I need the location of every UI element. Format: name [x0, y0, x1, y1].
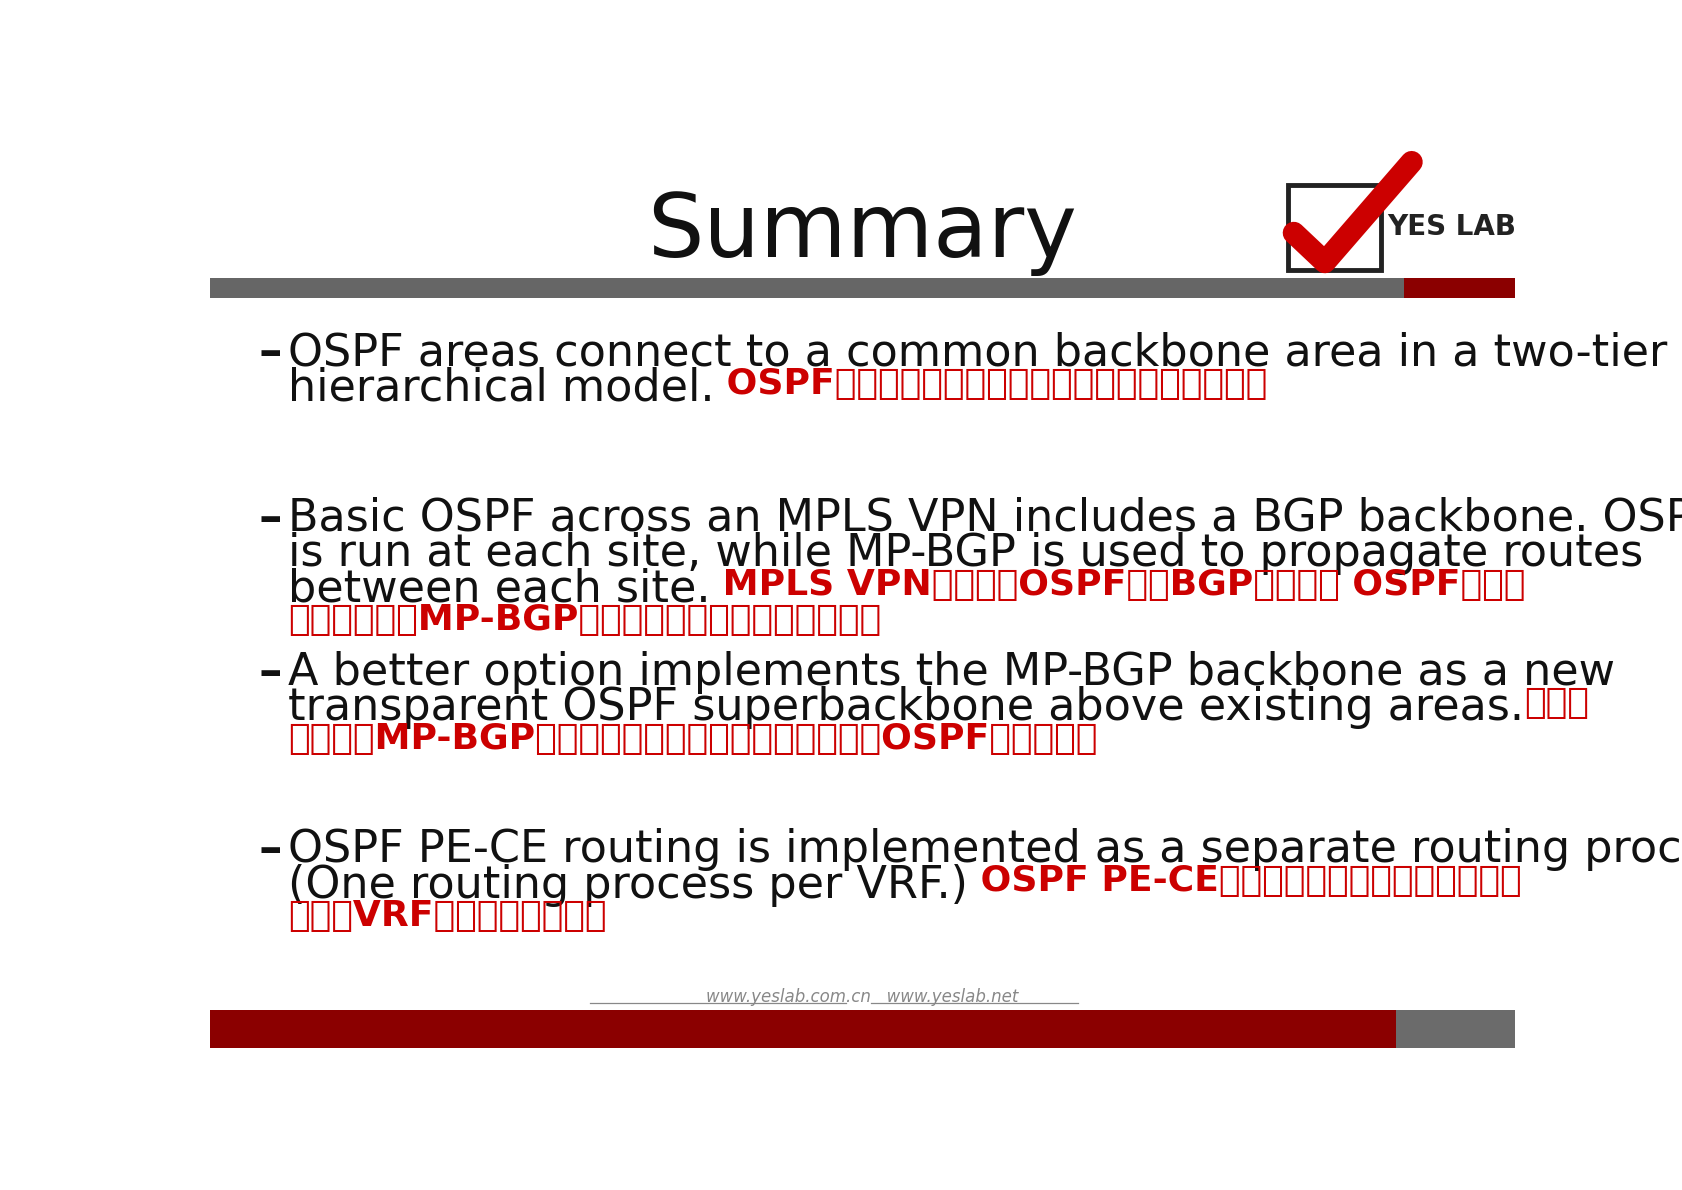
Text: OSPF区域连接到两层分层模型中的公共骨干区域。: OSPF区域连接到两层分层模型中的公共骨干区域。: [713, 367, 1267, 401]
Text: –: –: [259, 497, 283, 541]
Text: –: –: [259, 828, 283, 873]
Text: (One routing process per VRF.): (One routing process per VRF.): [288, 864, 967, 907]
Text: MPLS VPN中的基本OSPF包括BGP骨干网。 OSPF在每个: MPLS VPN中的基本OSPF包括BGP骨干网。 OSPF在每个: [710, 568, 1526, 602]
Text: OSPF PE-CE路由作为单独的路由进程实现。: OSPF PE-CE路由作为单独的路由进程实现。: [967, 864, 1521, 897]
Bar: [210, 1010, 1396, 1048]
Text: Basic OSPF across an MPLS VPN includes a BGP backbone. OSPF: Basic OSPF across an MPLS VPN includes a…: [288, 497, 1682, 540]
Bar: [1287, 186, 1379, 270]
Text: A better option implements the MP-BGP backbone as a new: A better option implements the MP-BGP ba…: [288, 651, 1615, 694]
Text: OSPF areas connect to a common backbone area in a two-tier: OSPF areas connect to a common backbone …: [288, 332, 1667, 375]
Text: OSPF PE-CE routing is implemented as a separate routing process.: OSPF PE-CE routing is implemented as a s…: [288, 828, 1682, 871]
Text: 更好的: 更好的: [1522, 687, 1588, 720]
Bar: [210, 278, 1403, 299]
Bar: [1396, 1010, 1514, 1048]
Text: –: –: [259, 332, 283, 376]
Bar: [1403, 278, 1514, 299]
Text: transparent OSPF superbackbone above existing areas.: transparent OSPF superbackbone above exi…: [288, 687, 1522, 729]
Text: 站点运行，而MP-BGP用于在每个站点之间传播路由。: 站点运行，而MP-BGP用于在每个站点之间传播路由。: [288, 603, 880, 638]
Text: –: –: [259, 651, 283, 696]
Text: is run at each site, while MP-BGP is used to propagate routes: is run at each site, while MP-BGP is use…: [288, 532, 1642, 576]
Text: www.yeslab.com.cn   www.yeslab.net: www.yeslab.com.cn www.yeslab.net: [705, 989, 1018, 1007]
Text: between each site.: between each site.: [288, 568, 710, 610]
Text: Summary: Summary: [648, 189, 1076, 276]
Text: YES LAB: YES LAB: [1386, 213, 1515, 242]
Text: 选择是将MP-BGP骨干网作为现有领域之上的新的透明OSPF超级主干。: 选择是将MP-BGP骨干网作为现有领域之上的新的透明OSPF超级主干。: [288, 722, 1097, 756]
Text: hierarchical model.: hierarchical model.: [288, 367, 713, 409]
Text: （每个VRF有一个路由进程）: （每个VRF有一个路由进程）: [288, 898, 606, 933]
